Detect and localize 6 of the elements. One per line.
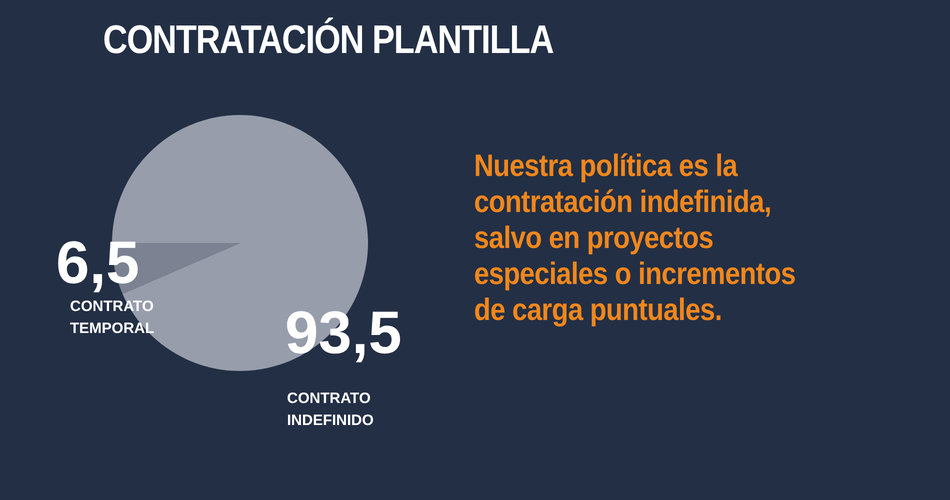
slice-label: CONTRATO INDEFINIDO <box>287 390 374 429</box>
slice-label: CONTRATO TEMPORAL <box>70 298 154 337</box>
chart-title: CONTRATACIÓN PLANTILLA <box>103 18 554 63</box>
data-label: 93,5 <box>285 299 402 366</box>
data-label: 6,5 <box>56 229 140 296</box>
text: Nuestra política es la contratación indefinida, salvo en proyectos especiales o incrementos de carga puntuales. <box>474 148 796 328</box>
